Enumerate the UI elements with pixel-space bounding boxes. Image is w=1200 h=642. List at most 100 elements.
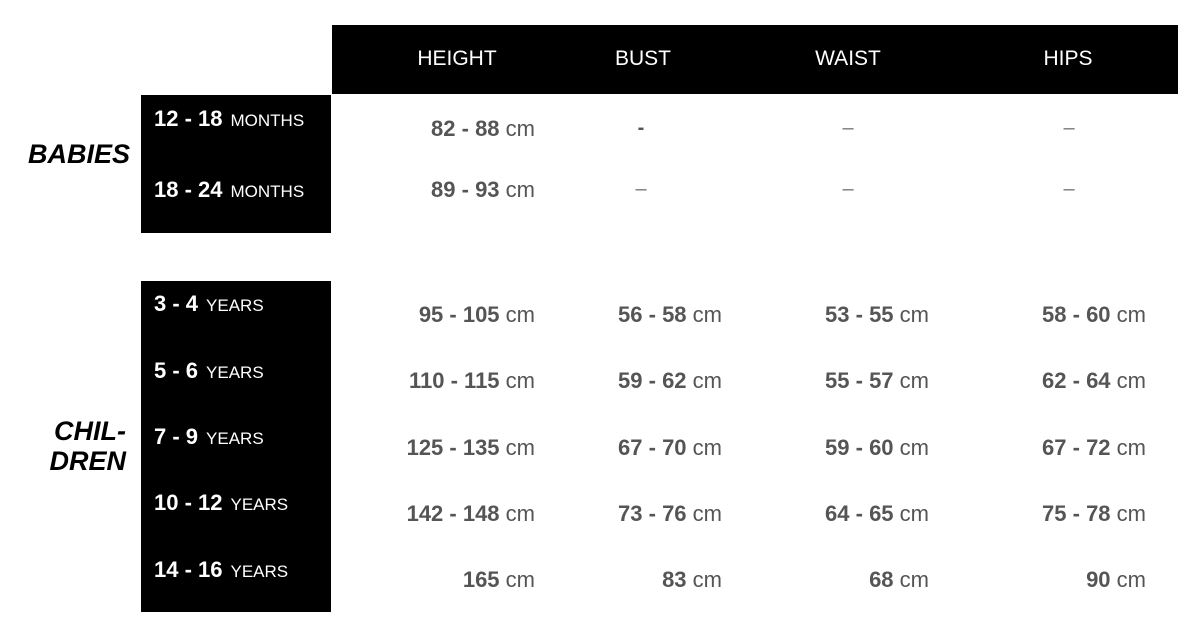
measurement-value: 95 - 105 [418,302,500,327]
size-unit: YEARS [206,363,264,382]
measurement-bust: 56 - 58 cm [618,302,722,328]
column-header-hips: HIPS [1043,47,1093,70]
measurement-value: 64 - 65 [825,501,894,526]
measurement-unit: cm [692,435,722,460]
measurement-waist: 64 - 65 cm [825,501,929,527]
measurement-hips: 58 - 60 cm [1042,302,1146,328]
babies-size-box [141,95,331,233]
measurement-value: 165 [462,567,500,592]
size-unit: YEARS [230,495,289,514]
empty-measurement-dash: – [842,178,854,200]
size-unit: YEARS [206,429,264,448]
measurement-value: 73 - 76 [618,501,687,526]
measurement-value: 58 - 60 [1042,302,1111,327]
measurement-bust: 59 - 62 cm [618,368,722,394]
measurement-value: 67 - 70 [618,435,687,460]
measurement-unit: cm [505,302,535,327]
size-unit: MONTHS [230,111,305,130]
measurement-unit: cm [505,177,535,202]
column-header-height: HEIGHT [417,47,497,70]
size-label: 10 - 12 YEARS [154,490,288,516]
measurement-value: 82 - 88 [431,116,500,141]
size-range: 18 - 24 [154,177,223,202]
size-unit: MONTHS [230,182,305,201]
size-label: 5 - 6 YEARS [154,358,264,384]
measurement-value: 75 - 78 [1042,501,1111,526]
size-range: 3 - 4 [154,291,199,316]
group-label-line: CHIL- [54,416,126,446]
measurement-unit: cm [1116,302,1146,327]
size-label: 18 - 24 MONTHS [154,177,304,203]
measurement-unit: cm [899,435,929,460]
measurement-value: 67 - 72 [1042,435,1111,460]
measurement-hips: 67 - 72 cm [1042,435,1146,461]
empty-measurement-dash: - [637,117,645,139]
measurement-value: 55 - 57 [825,368,894,393]
measurement-unit: cm [692,368,722,393]
measurement-unit: cm [899,302,929,327]
measurement-unit: cm [899,567,929,592]
size-range: 7 - 9 [154,424,199,449]
measurement-height: 125 - 135 cm [407,435,535,461]
measurement-height: 165 cm [463,567,535,593]
measurement-unit: cm [1116,501,1146,526]
measurement-height: 89 - 93 cm [431,177,535,203]
measurement-unit: cm [692,567,722,592]
measurement-bust: 73 - 76 cm [618,501,722,527]
measurement-value: 90 [1086,567,1111,592]
measurement-unit: cm [1116,368,1146,393]
measurement-value: 89 - 93 [431,177,500,202]
measurement-unit: cm [505,116,535,141]
measurement-value: 53 - 55 [825,302,894,327]
empty-measurement-dash: – [1063,117,1075,139]
group-label-line: DREN [49,446,126,476]
size-range: 5 - 6 [154,358,199,383]
measurement-height: 110 - 115 cm [409,368,535,394]
empty-measurement-dash: – [635,178,647,200]
measurement-unit: cm [505,435,535,460]
measurement-value: 68 [869,567,894,592]
measurement-value: 142 - 148 [406,501,500,526]
measurement-height: 142 - 148 cm [407,501,535,527]
empty-measurement-dash: – [1063,178,1075,200]
measurement-value: 125 - 135 [406,435,500,460]
size-label: 12 - 18 MONTHS [154,106,304,132]
measurement-hips: 90 cm [1086,567,1146,593]
column-header-bar [332,25,1178,94]
empty-measurement-dash: – [842,117,854,139]
size-label: 7 - 9 YEARS [154,424,264,450]
measurement-hips: 75 - 78 cm [1042,501,1146,527]
measurement-waist: 59 - 60 cm [825,435,929,461]
measurement-value: 56 - 58 [618,302,687,327]
group-label-children: CHIL- DREN [10,416,126,476]
measurement-bust: 67 - 70 cm [618,435,722,461]
measurement-unit: cm [692,501,722,526]
measurement-value: 110 - 115 [409,368,500,393]
measurement-unit: cm [505,567,535,592]
measurement-hips: 62 - 64 cm [1042,368,1146,394]
column-header-bust: BUST [614,47,672,70]
size-label: 14 - 16 YEARS [154,557,288,583]
column-header-waist: WAIST [815,47,881,70]
measurement-bust: 83 cm [662,567,722,593]
size-unit: YEARS [206,296,264,315]
size-label: 3 - 4 YEARS [154,291,264,317]
measurement-value: 59 - 62 [618,368,687,393]
size-unit: YEARS [230,562,289,581]
measurement-waist: 68 cm [869,567,929,593]
measurement-unit: cm [899,501,929,526]
measurement-value: 59 - 60 [825,435,894,460]
measurement-unit: cm [1116,435,1146,460]
measurement-value: 62 - 64 [1042,368,1111,393]
size-range: 12 - 18 [154,106,223,131]
measurement-waist: 55 - 57 cm [825,368,929,394]
measurement-unit: cm [505,368,535,393]
children-size-box [141,281,331,612]
measurement-value: 83 [662,567,687,592]
measurement-waist: 53 - 55 cm [825,302,929,328]
measurement-unit: cm [692,302,722,327]
measurement-unit: cm [1116,567,1146,592]
measurement-unit: cm [505,501,535,526]
measurement-height: 95 - 105 cm [419,302,535,328]
measurement-height: 82 - 88 cm [431,116,535,142]
